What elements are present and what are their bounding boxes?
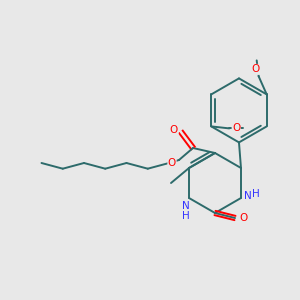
Text: O: O: [170, 125, 178, 135]
Text: H: H: [252, 189, 260, 199]
Text: N: N: [182, 201, 190, 211]
Text: O: O: [239, 213, 247, 223]
Text: O: O: [168, 158, 176, 168]
Text: O: O: [252, 64, 260, 74]
Text: O: O: [232, 123, 240, 134]
Text: N: N: [244, 191, 252, 201]
Text: H: H: [182, 211, 190, 221]
